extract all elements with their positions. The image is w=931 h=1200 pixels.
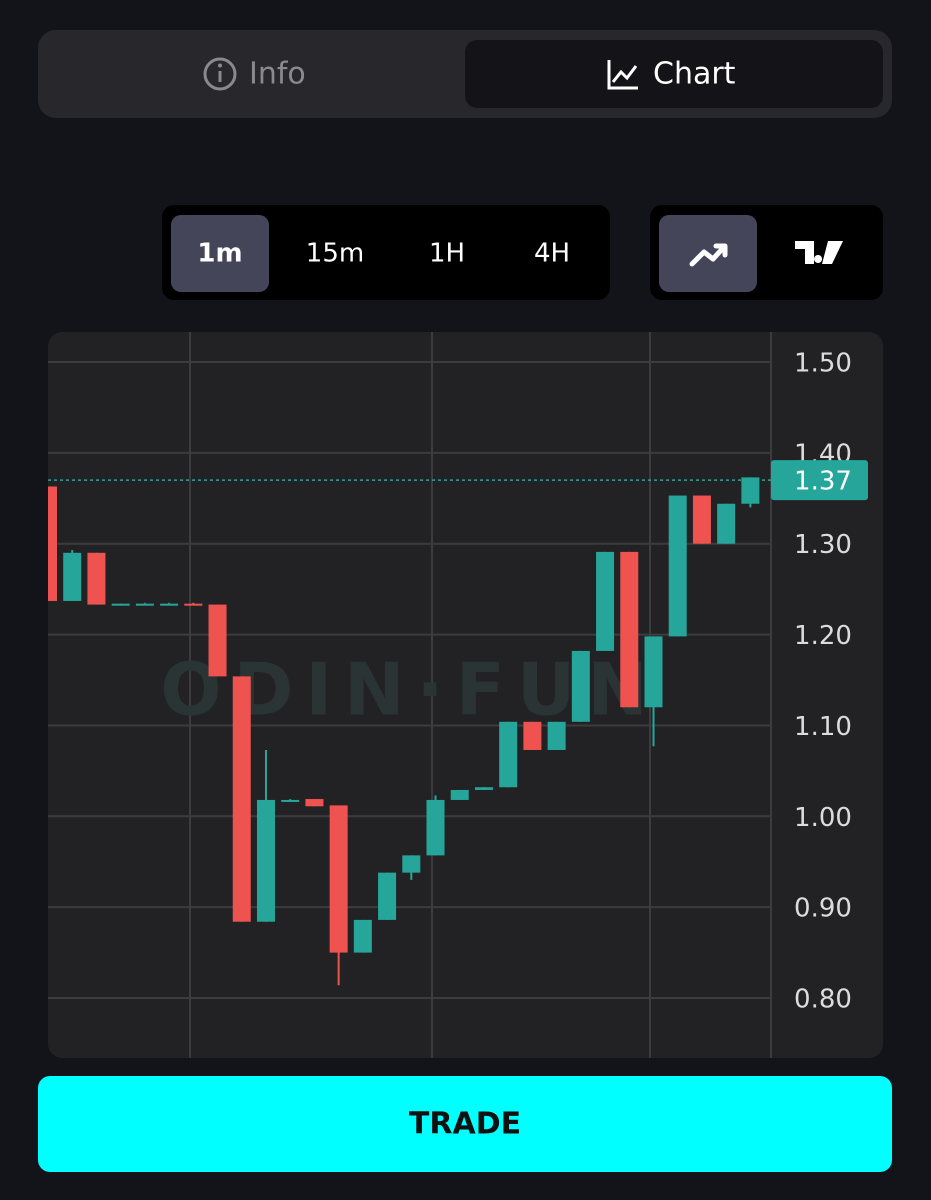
- timeframe-group: [162, 205, 610, 300]
- candle-body: [135, 603, 154, 606]
- candle-body: [426, 799, 445, 856]
- candle-body: [596, 551, 615, 651]
- info-icon-dot: [218, 63, 222, 68]
- timeframe-label: 1H: [429, 239, 465, 269]
- candle-body: [668, 495, 687, 637]
- y-tick-label: 1.10: [794, 712, 852, 742]
- candle-body: [450, 789, 469, 800]
- timeframe-buttons: 1m 15m 1H 4H: [197, 239, 570, 269]
- tab-label: Chart: [653, 57, 736, 92]
- candle-body: [741, 477, 760, 504]
- tab-active: [465, 40, 883, 108]
- last-price-label: 1.37: [794, 467, 852, 497]
- candle-body: [160, 603, 179, 606]
- y-tick-label: 1.20: [794, 621, 852, 651]
- candle-body: [692, 495, 711, 544]
- timeframe-label: 4H: [534, 239, 570, 269]
- candle-body: [63, 552, 82, 601]
- grid: [48, 360, 771, 1000]
- candle-body: [571, 650, 590, 722]
- candles: [48, 477, 771, 986]
- timeframe-label: 15m: [306, 239, 364, 269]
- candle-body: [620, 551, 639, 708]
- trade-button[interactable]: [38, 1076, 892, 1172]
- y-tick-label: 0.80: [794, 985, 852, 1015]
- chart-icon: [607, 60, 638, 90]
- y-tick-label: 1.30: [794, 530, 852, 560]
- candle-body: [547, 721, 566, 750]
- trade-label: TRADE: [409, 1107, 521, 1142]
- last-price-tag: [771, 460, 868, 501]
- candle-body: [184, 603, 203, 606]
- candle-body: [474, 787, 493, 790]
- candle-body: [329, 805, 348, 953]
- candle-body: [378, 872, 397, 920]
- timeframe-label: 1m: [197, 239, 242, 269]
- timeframe-active: [171, 215, 269, 292]
- info-tab[interactable]: Info: [203, 57, 306, 92]
- y-tick-label: 0.90: [794, 894, 852, 924]
- candle-body: [353, 919, 372, 953]
- info-icon: [203, 57, 237, 91]
- candle-body: [305, 799, 324, 807]
- candle-body: [232, 676, 251, 922]
- chart-tab[interactable]: Chart: [465, 40, 883, 108]
- candle-body: [111, 603, 130, 606]
- candle-body: [281, 799, 300, 802]
- tradingview-icon[interactable]: [795, 241, 843, 264]
- line-chart-icon: [689, 243, 728, 267]
- candle-body: [402, 855, 421, 873]
- y-tick-label: 1.00: [794, 803, 852, 833]
- candle-body: [208, 604, 227, 677]
- candle-body: [499, 721, 518, 788]
- info-icon-bar: [218, 71, 222, 82]
- price-axis: 1.501.401.301.201.101.000.900.801.37: [771, 348, 868, 1015]
- tab-label: Info: [249, 57, 306, 92]
- y-tick-label: 1.50: [794, 348, 852, 378]
- candle-body: [256, 799, 275, 922]
- candle-body: [523, 721, 542, 750]
- candle-body: [717, 503, 736, 544]
- candle-body: [644, 636, 663, 708]
- candle-body: [87, 552, 106, 605]
- candle-body: [48, 486, 57, 601]
